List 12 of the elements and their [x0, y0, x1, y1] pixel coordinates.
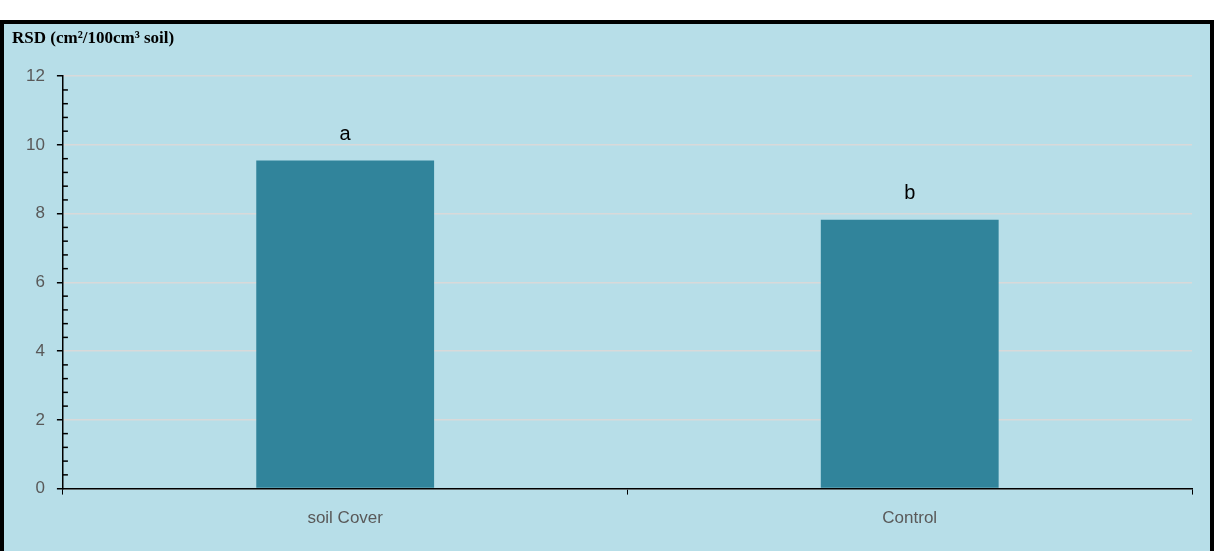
y-tick-label: 6	[35, 272, 45, 292]
annotation: a	[339, 121, 352, 144]
y-tick-label: 4	[35, 340, 45, 360]
annotation: b	[904, 181, 916, 204]
y-tick-label: 12	[25, 65, 45, 85]
y-axis-title: RSD (cm²/100cm³ soil)	[12, 28, 175, 48]
x-tick-label: soil Cover	[307, 508, 384, 528]
y-tick-label: 10	[25, 134, 45, 154]
y-tick-label: 8	[35, 203, 45, 223]
y-tick-label: 2	[35, 409, 45, 429]
y-tick-label: 0	[35, 478, 45, 498]
x-tick-label: Control	[882, 508, 938, 528]
